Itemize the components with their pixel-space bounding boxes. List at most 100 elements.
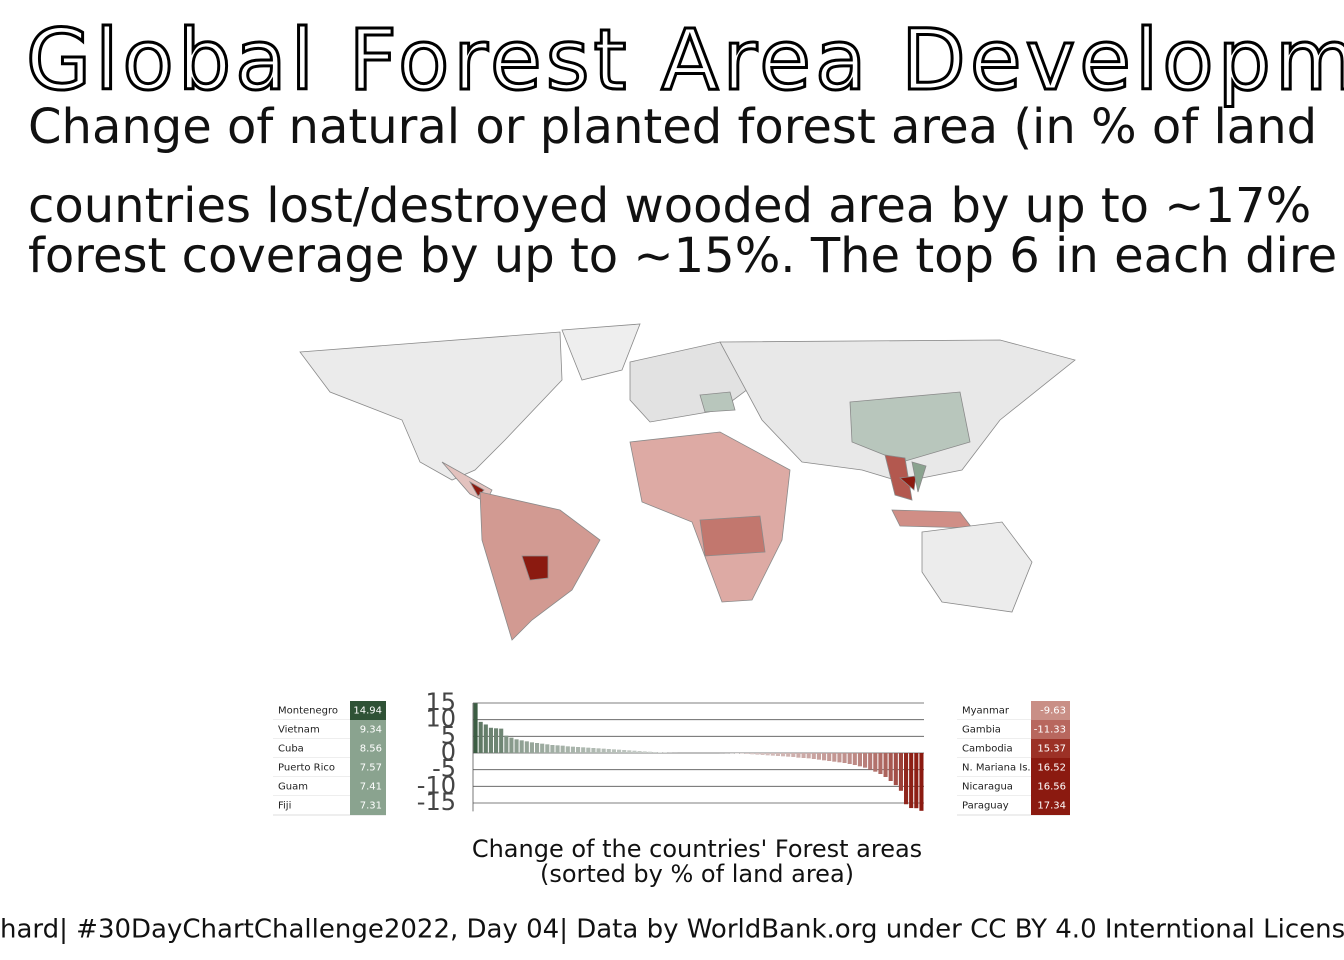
bar: [519, 740, 524, 753]
country-name: Cambodia: [962, 744, 1013, 755]
bar: [596, 748, 601, 753]
bar: [652, 752, 657, 753]
bar: [478, 721, 483, 753]
name-cell: [273, 796, 350, 815]
bar: [550, 745, 555, 753]
value-cell: [1031, 796, 1070, 815]
bar: [827, 753, 832, 761]
bar: [581, 747, 586, 753]
bar: [488, 727, 493, 753]
cambodia: [899, 475, 917, 491]
y-tick-label: 15: [425, 688, 456, 716]
subtitle-line: forest coverage by up to ~15%. The top 6…: [28, 228, 1337, 284]
bar: [601, 748, 606, 753]
value-cell: [350, 758, 386, 777]
bar: [570, 746, 575, 753]
bar: [524, 741, 529, 753]
value-cell: [1031, 739, 1070, 758]
name-cell: [957, 701, 1031, 720]
name-cell: [957, 796, 1031, 815]
bar: [775, 753, 780, 756]
bar: [888, 753, 893, 781]
bar: [878, 753, 883, 774]
bar: [811, 753, 816, 759]
bar: [852, 753, 857, 765]
value-cell: [350, 777, 386, 796]
change-value: 15.37: [1037, 744, 1066, 755]
bar: [611, 749, 616, 753]
change-value: 7.57: [360, 763, 382, 774]
bar: [535, 743, 540, 753]
bar: [632, 750, 637, 753]
value-cell: [350, 796, 386, 815]
bar: [832, 753, 837, 762]
bar: [755, 753, 760, 755]
y-tick-label: -15: [417, 788, 456, 816]
bar: [765, 753, 770, 756]
bar: [786, 753, 791, 757]
bar: [509, 737, 514, 753]
bar: [606, 749, 611, 753]
country-name: Cuba: [278, 744, 304, 755]
name-cell: [273, 777, 350, 796]
bar: [540, 743, 545, 753]
bar: [898, 753, 903, 791]
bar: [822, 753, 827, 761]
bar: [734, 753, 739, 754]
bar: [637, 751, 642, 753]
bar: [483, 724, 488, 753]
country-name: Gambia: [962, 725, 1001, 736]
bar: [837, 753, 842, 763]
bar: [740, 753, 745, 754]
chart-subtitle: (sorted by % of land area): [540, 860, 854, 888]
bar: [560, 745, 565, 753]
country-name: Paraguay: [962, 801, 1009, 812]
bar: [591, 748, 596, 753]
bar: [473, 703, 478, 753]
change-value: 7.41: [360, 782, 382, 793]
bar: [586, 747, 591, 753]
bar: [647, 751, 652, 753]
y-tick-label: 10: [425, 705, 456, 733]
change-value: -9.63: [1040, 706, 1066, 717]
change-value: 17.34: [1037, 801, 1066, 812]
y-tick-label: -10: [417, 771, 456, 799]
top-loss-table: Myanmar -9.63 Gambia -11.33 Cambodia 15.37 N. …: [957, 701, 1070, 816]
greenland: [561, 323, 641, 381]
name-cell: [273, 758, 350, 777]
world-map: [299, 323, 1076, 641]
central-africa: [699, 515, 766, 557]
change-value: 7.31: [360, 801, 382, 812]
change-value: 14.94: [353, 706, 382, 717]
bar: [914, 753, 919, 809]
y-tick-label: 0: [441, 738, 456, 766]
change-value: 9.34: [360, 725, 382, 736]
country-name: Puerto Rico: [278, 763, 335, 774]
value-cell: [1031, 701, 1070, 720]
name-cell: [273, 739, 350, 758]
name-cell: [957, 758, 1031, 777]
bar: [760, 753, 765, 755]
subtitle-line: countries lost/destroyed wooded area by …: [28, 178, 1311, 234]
country-name: N. Mariana Is.: [962, 763, 1031, 774]
change-value: 8.56: [360, 744, 382, 755]
bar: [893, 753, 898, 786]
bar: [847, 753, 852, 764]
value-cell: [350, 701, 386, 720]
bar: [816, 753, 821, 760]
bar: [873, 753, 878, 772]
country-name: Fiji: [278, 801, 291, 812]
bar: [750, 753, 755, 755]
name-cell: [957, 777, 1031, 796]
value-cell: [1031, 777, 1070, 796]
bar: [529, 742, 534, 753]
balkans: [699, 391, 736, 413]
y-tick-label: 5: [441, 721, 456, 749]
china: [849, 391, 971, 463]
bar: [622, 750, 627, 753]
bar: [658, 752, 663, 753]
bar: [565, 746, 570, 753]
change-value: -11.33: [1034, 725, 1066, 736]
australia: [921, 521, 1033, 613]
bar: [791, 753, 796, 757]
